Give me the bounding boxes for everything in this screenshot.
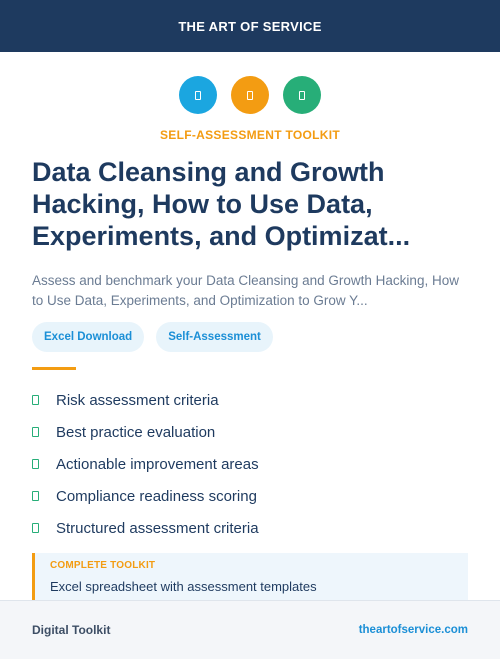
checkbox-icon [32,523,39,533]
feature-list: Risk assessment criteria Best practice e… [32,384,259,544]
checkbox-icon [32,427,39,437]
feature-label: Actionable improvement areas [56,455,259,473]
feature-label: Risk assessment criteria [56,391,219,409]
document-icon [231,76,269,114]
footer-website-link[interactable]: theartofservice.com [358,624,468,636]
toolkit-label: COMPLETE TOOLKIT [50,560,156,571]
toolkit-description: Excel spreadsheet with assessment templa… [50,579,317,594]
feature-label: Structured assessment criteria [56,519,259,537]
footer-label: Digital Toolkit [32,623,111,637]
page-subtitle: Assess and benchmark your Data Cleansing… [32,273,459,308]
page-title: Data Cleansing and Growth Hacking, How t… [32,157,411,251]
brand-name: THE ART OF SERVICE [178,18,322,34]
list-item: Best practice evaluation [32,416,259,448]
document-icon [283,76,321,114]
eyebrow-label: SELF-ASSESSMENT TOOLKIT [159,128,341,142]
feature-label: Best practice evaluation [56,423,216,441]
tag-self-assessment: Self-Assessment [156,322,273,352]
document-icon [179,76,217,114]
top-banner: THE ART OF SERVICE [0,0,500,52]
checkbox-icon [32,395,39,405]
list-item: Structured assessment criteria [32,512,259,544]
accent-divider [32,367,76,370]
list-item: Actionable improvement areas [32,448,259,480]
checkbox-icon [32,491,39,501]
tag-list: Excel Download Self-Assessment [32,322,273,352]
feature-label: Compliance readiness scoring [56,487,257,505]
list-item: Risk assessment criteria [32,384,259,416]
icon-row [0,76,500,114]
toolkit-callout: COMPLETE TOOLKIT Excel spreadsheet with … [32,553,468,601]
tag-excel-download: Excel Download [32,322,145,352]
checkbox-icon [32,459,39,469]
list-item: Compliance readiness scoring [32,480,259,512]
footer: Digital Toolkit theartofservice.com [0,600,500,659]
